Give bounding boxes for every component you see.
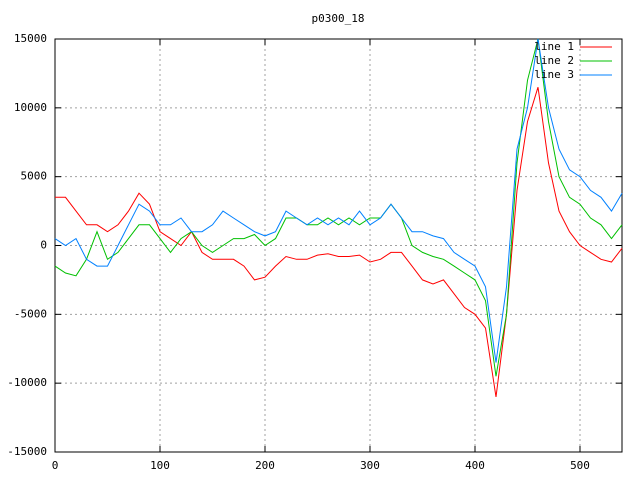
y-tick-label: -10000 xyxy=(7,376,47,389)
x-tick-label: 100 xyxy=(150,459,170,472)
x-tick-label: 200 xyxy=(255,459,275,472)
x-tick-label: 500 xyxy=(570,459,590,472)
data-line xyxy=(54,38,623,363)
y-tick-label: 15000 xyxy=(14,32,47,45)
data-line xyxy=(55,87,623,397)
legend-label: line 3 xyxy=(534,68,574,81)
y-tick-label: 0 xyxy=(40,239,47,252)
y-tick-label: -5000 xyxy=(14,307,47,320)
legend-label: line 1 xyxy=(534,40,574,53)
x-tick-label: 0 xyxy=(52,459,59,472)
legend-label: line 2 xyxy=(534,54,574,67)
y-tick-label: -15000 xyxy=(7,445,47,458)
x-tick-label: 300 xyxy=(360,459,380,472)
data-line xyxy=(54,38,623,377)
y-tick-label: 5000 xyxy=(21,170,48,183)
x-tick-label: 400 xyxy=(465,459,485,472)
plot-frame xyxy=(54,38,623,453)
y-tick-label: 10000 xyxy=(14,101,47,114)
chart-title: p0300_18 xyxy=(312,12,365,25)
